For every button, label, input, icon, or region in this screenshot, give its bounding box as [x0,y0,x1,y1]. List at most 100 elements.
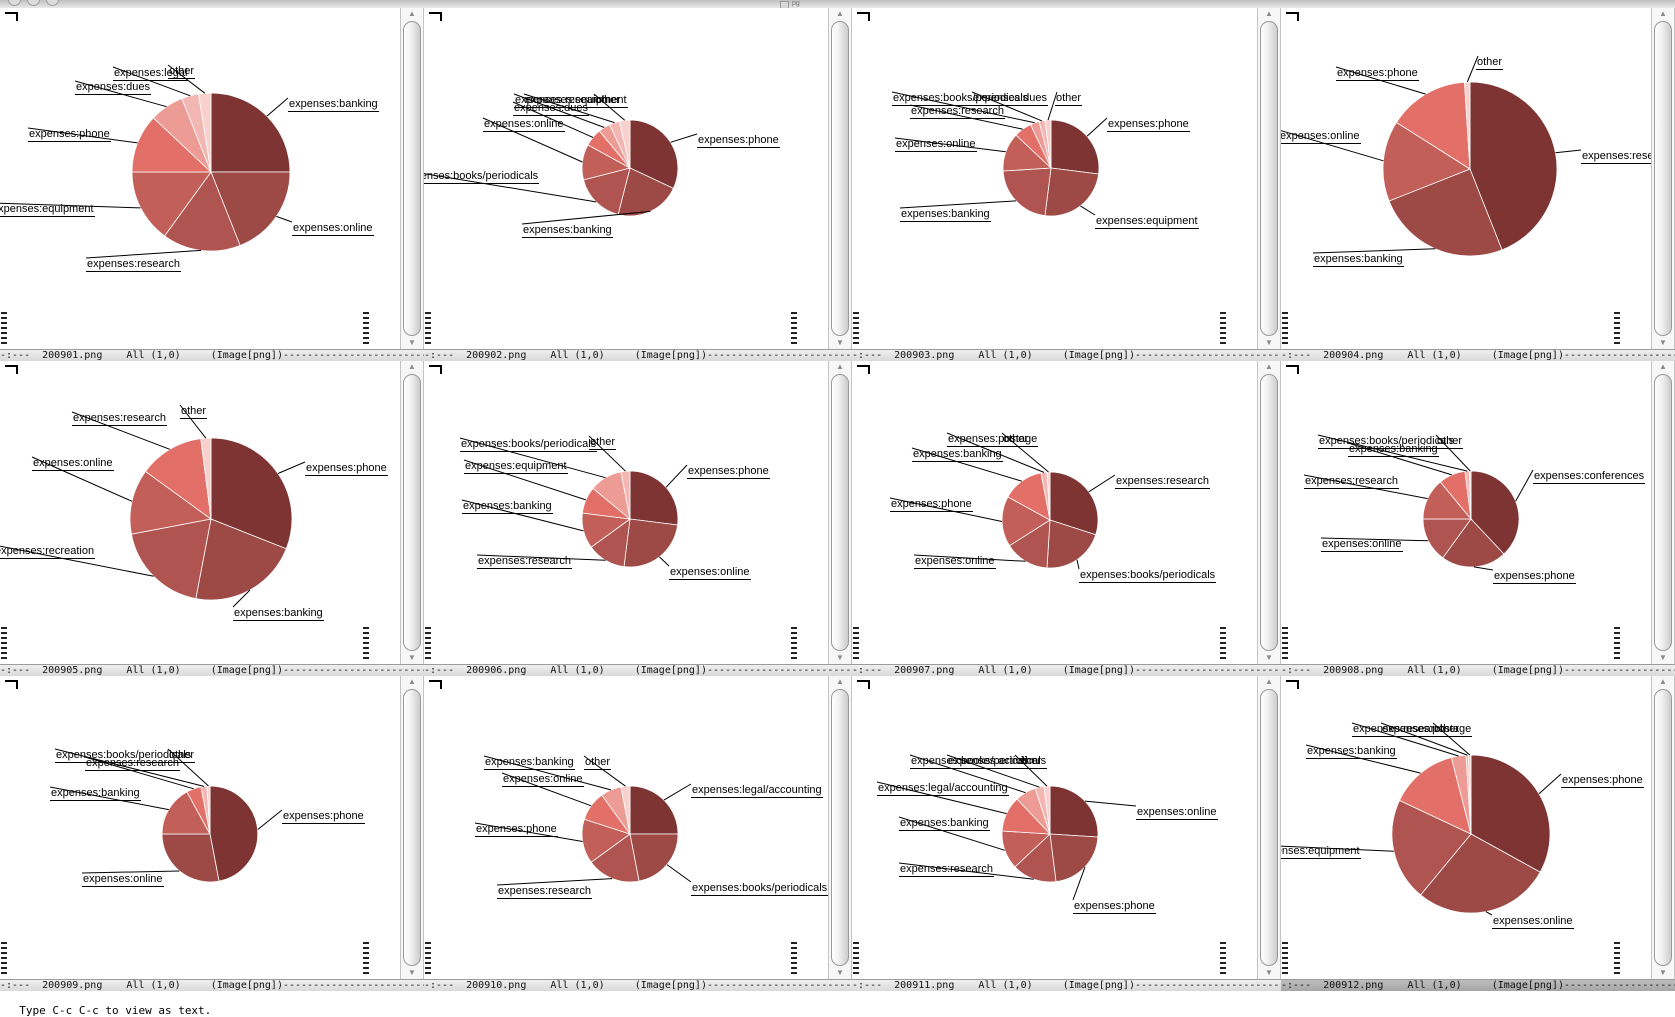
label-leader-line [257,809,283,830]
mode-line-200910.png[interactable]: -:--- 200910.png All (1,0) (Image[png])-… [424,979,852,991]
image-buffer-200908.png[interactable]: expenses:conferences expenses:phone expens… [1281,361,1651,664]
scrollbar-thumb[interactable] [831,21,849,336]
scroll-down-arrow[interactable]: ▼ [408,338,416,347]
image-buffer-200906.png[interactable]: expenses:phone expenses:online expenses:re… [424,361,828,664]
slice-label-other: other [1476,56,1504,70]
image-corner-mark [1286,12,1299,21]
mode-line-200902.png[interactable]: -:--- 200902.png All (1,0) (Image[png])-… [424,349,852,361]
scroll-down-arrow[interactable]: ▼ [1659,968,1667,977]
scroll-up-arrow[interactable]: ▲ [836,362,844,371]
scrollbar-thumb[interactable] [1654,21,1672,336]
scroll-up-arrow[interactable]: ▲ [408,9,416,18]
mode-line-200911.png[interactable]: -:--- 200911.png All (1,0) (Image[png])-… [852,979,1281,991]
scroll-down-arrow[interactable]: ▼ [1659,338,1667,347]
vertical-scrollbar[interactable]: ▲ ▼ [400,676,424,979]
fringe-continuation-marks-right [1220,312,1227,347]
scroll-down-arrow[interactable]: ▼ [408,653,416,662]
vertical-scrollbar[interactable]: ▲ ▼ [1651,676,1675,979]
vertical-scrollbar[interactable]: ▲ ▼ [828,361,852,664]
pie-slice-expenses:books/periodicals [629,833,679,882]
vertical-scrollbar[interactable]: ▲ ▼ [828,676,852,979]
slice-label-expenses:legal/accounting: expenses:legal/accounting [877,782,1009,796]
mode-line-200912.png[interactable]: -:--- 200912.png All (1,0) (Image[png])-… [1281,979,1675,991]
mode-line-200901.png[interactable]: -:--- 200901.png All (1,0) (Image[png])-… [0,349,424,361]
scroll-down-arrow[interactable]: ▼ [1265,968,1273,977]
label-leader-line [277,461,306,474]
image-buffer-200904.png[interactable]: expenses:research expenses:banking expense… [1281,8,1651,349]
scroll-up-arrow[interactable]: ▲ [1265,677,1273,686]
scroll-up-arrow[interactable]: ▲ [836,677,844,686]
scrollbar-thumb[interactable] [831,374,849,651]
image-buffer-200912.png[interactable]: expenses:phone expenses:online expenses:eq… [1281,676,1651,979]
scroll-up-arrow[interactable]: ▲ [1659,362,1667,371]
scroll-up-arrow[interactable]: ▲ [1659,677,1667,686]
mode-line-200908.png[interactable]: -:--- 200908.png All (1,0) (Image[png])-… [1281,664,1675,676]
image-buffer-200901.png[interactable]: expenses:banking expenses:online expenses:… [0,8,400,349]
scrollbar-thumb[interactable] [403,21,421,336]
image-buffer-200902.png[interactable]: expenses:phone expenses:banking expenses:b… [424,8,828,349]
scroll-up-arrow[interactable]: ▲ [1265,362,1273,371]
scroll-down-arrow[interactable]: ▼ [836,653,844,662]
slice-label-expenses:activism: expenses:activism [947,755,1039,769]
slice-label-expenses:banking: expenses:banking [912,448,1003,462]
scroll-down-arrow[interactable]: ▼ [1659,653,1667,662]
fringe-continuation-marks-left [425,312,432,347]
scroll-up-arrow[interactable]: ▲ [836,9,844,18]
label-leader-line [1084,800,1137,807]
slice-label-expenses:postage: expenses:postage [1381,723,1473,737]
slice-label-expenses:banking: expenses:banking [900,208,991,222]
slice-label-other: other [168,749,196,763]
image-buffer-200903.png[interactable]: expenses:phone expenses:equipment expenses… [852,8,1257,349]
scroll-down-arrow[interactable]: ▼ [836,968,844,977]
scrollbar-thumb[interactable] [1260,374,1278,651]
mode-line-200904.png[interactable]: -:--- 200904.png All (1,0) (Image[png])-… [1281,349,1675,361]
vertical-scrollbar[interactable]: ▲ ▼ [1257,8,1281,349]
label-leader-line [946,432,1045,473]
label-leader-line [1351,722,1459,757]
slice-label-other: other [1436,435,1464,449]
scrollbar-thumb[interactable] [1654,374,1672,651]
scroll-down-arrow[interactable]: ▼ [1265,653,1273,662]
mode-line-200906.png[interactable]: -:--- 200906.png All (1,0) (Image[png])-… [424,664,852,676]
vertical-scrollbar[interactable]: ▲ ▼ [400,8,424,349]
vertical-scrollbar[interactable]: ▲ ▼ [828,8,852,349]
scrollbar-thumb[interactable] [1260,21,1278,336]
scroll-up-arrow[interactable]: ▲ [1659,9,1667,18]
slice-label-expenses:phone: expenses:phone [1073,900,1156,914]
label-leader-line [424,173,597,203]
vertical-scrollbar[interactable]: ▲ ▼ [400,361,424,664]
scrollbar-thumb[interactable] [1260,689,1278,966]
mode-line-200909.png[interactable]: -:--- 200909.png All (1,0) (Image[png])-… [0,979,424,991]
vertical-scrollbar[interactable]: ▲ ▼ [1651,8,1675,349]
scroll-up-arrow[interactable]: ▲ [408,677,416,686]
mode-line-200903.png[interactable]: -:--- 200903.png All (1,0) (Image[png])-… [852,349,1281,361]
label-leader-line [898,862,1034,880]
vertical-scrollbar[interactable]: ▲ ▼ [1257,676,1281,979]
image-buffer-200911.png[interactable]: expenses:online expenses:phone expenses:re… [852,676,1257,979]
vertical-scrollbar[interactable]: ▲ ▼ [1257,361,1281,664]
scroll-up-arrow[interactable]: ▲ [408,362,416,371]
image-buffer-200907.png[interactable]: expenses:research expenses:books/periodic… [852,361,1257,664]
mode-line-200905.png[interactable]: -:--- 200905.png All (1,0) (Image[png])-… [0,664,424,676]
scrollbar-thumb[interactable] [831,689,849,966]
scrollbar-thumb[interactable] [1654,689,1672,966]
vertical-scrollbar[interactable]: ▲ ▼ [1651,361,1675,664]
image-buffer-200910.png[interactable]: expenses:legal/accounting expenses:books/… [424,676,828,979]
image-buffer-200905.png[interactable]: expenses:phone expenses:banking expenses:r… [0,361,400,664]
slice-label-expenses:banking: expenses:banking [288,98,379,112]
mode-line-200907.png[interactable]: -:--- 200907.png All (1,0) (Image[png])-… [852,664,1281,676]
label-leader-line [476,554,606,561]
slice-label-expenses:online: expenses:online [82,873,164,887]
traffic-light-minimize-button[interactable] [27,0,40,6]
image-buffer-200909.png[interactable]: expenses:phone expenses:online expenses:ba… [0,676,400,979]
scroll-up-arrow[interactable]: ▲ [1265,9,1273,18]
traffic-light-close-button[interactable] [8,0,21,6]
pie-slice-other [620,470,631,520]
scroll-down-arrow[interactable]: ▼ [1265,338,1273,347]
label-leader-line [482,117,583,163]
scroll-down-arrow[interactable]: ▼ [836,338,844,347]
scroll-down-arrow[interactable]: ▼ [408,968,416,977]
traffic-light-zoom-button[interactable] [46,0,59,6]
scrollbar-thumb[interactable] [403,374,421,651]
scrollbar-thumb[interactable] [403,689,421,966]
